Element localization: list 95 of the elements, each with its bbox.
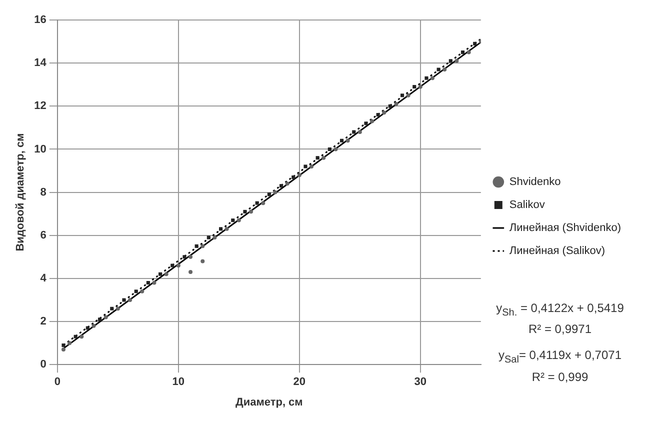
legend-label: Линейная (Shvidenko) xyxy=(509,222,622,234)
point xyxy=(231,218,235,222)
point xyxy=(285,182,290,186)
point xyxy=(442,68,447,72)
y-tick-label: 4 xyxy=(40,272,48,284)
point xyxy=(304,164,308,168)
point xyxy=(454,58,459,63)
point xyxy=(406,93,410,98)
point xyxy=(280,184,284,188)
point xyxy=(219,227,223,231)
text: y$_{Sal}$= 0,4119x + 0,7071 xyxy=(498,347,622,368)
point xyxy=(170,264,174,268)
point xyxy=(328,147,332,151)
y-tick-label: 2 xyxy=(40,316,46,328)
point xyxy=(436,68,440,72)
point xyxy=(370,119,374,124)
point xyxy=(61,348,66,352)
point xyxy=(334,147,338,152)
point xyxy=(424,76,428,80)
point xyxy=(430,76,435,80)
point xyxy=(297,173,302,178)
point xyxy=(110,306,114,310)
legend-label: Shvidenko xyxy=(509,176,561,188)
point xyxy=(243,210,247,214)
point xyxy=(273,190,278,194)
point xyxy=(236,218,241,222)
point xyxy=(80,334,84,339)
legend-label: Линейная (Salikov) xyxy=(509,245,606,258)
point xyxy=(448,59,452,63)
point xyxy=(382,110,386,115)
point xyxy=(140,289,144,294)
text: y$_{Sh.}$ = 0,4122x + 0,5419 xyxy=(495,300,625,320)
text: R² = 0,999 xyxy=(530,368,590,385)
point xyxy=(98,318,102,322)
point xyxy=(128,298,132,302)
point xyxy=(352,130,356,134)
point xyxy=(206,236,210,240)
point xyxy=(473,42,477,46)
point xyxy=(86,326,90,330)
point xyxy=(134,290,138,294)
point xyxy=(188,254,193,259)
y-tick-label: 16 xyxy=(34,14,46,26)
point xyxy=(92,324,96,328)
point xyxy=(104,315,108,320)
point xyxy=(316,156,320,160)
x-tick-label: 20 xyxy=(293,376,306,388)
legend-label: Salikov xyxy=(509,199,546,212)
point xyxy=(376,112,380,117)
x-tick-label: 0 xyxy=(54,376,60,388)
point xyxy=(340,138,344,142)
point xyxy=(358,130,362,134)
point xyxy=(394,102,398,106)
x-tick-label: 10 xyxy=(172,376,185,388)
point xyxy=(158,272,162,276)
text: R² = 0,9971 xyxy=(527,321,593,338)
point xyxy=(194,244,198,248)
point xyxy=(122,298,126,302)
point xyxy=(322,156,326,160)
point xyxy=(267,192,271,196)
y-tick-label: 10 xyxy=(34,143,46,156)
point xyxy=(364,122,368,126)
point xyxy=(418,84,422,89)
y-axis-title: Видовой диаметр, см xyxy=(14,133,27,252)
point xyxy=(310,164,314,168)
x-axis-title: Диаметр, см xyxy=(236,396,303,408)
point xyxy=(182,255,186,259)
point xyxy=(412,85,416,89)
x-tick-label: 30 xyxy=(414,376,427,388)
y-tick-label: 8 xyxy=(40,186,46,198)
point xyxy=(164,272,168,276)
point xyxy=(224,226,229,231)
point xyxy=(200,244,205,248)
point xyxy=(152,280,156,285)
point xyxy=(176,264,180,268)
point xyxy=(388,104,392,108)
y-tick-label: 6 xyxy=(40,229,46,242)
point xyxy=(62,343,66,347)
point xyxy=(249,210,254,214)
point xyxy=(188,270,193,274)
point xyxy=(466,50,471,54)
point xyxy=(74,334,78,338)
point xyxy=(400,94,404,98)
point xyxy=(346,138,350,143)
y-tick-label: 14 xyxy=(34,57,48,70)
point xyxy=(261,201,266,206)
point xyxy=(200,259,205,264)
point xyxy=(68,341,72,346)
point xyxy=(212,236,217,240)
y-tick-label: 0 xyxy=(40,358,46,371)
point xyxy=(292,175,296,179)
point xyxy=(116,306,120,311)
point xyxy=(255,201,259,205)
point xyxy=(460,50,465,54)
point xyxy=(146,280,150,285)
y-tick-label: 12 xyxy=(34,100,46,112)
